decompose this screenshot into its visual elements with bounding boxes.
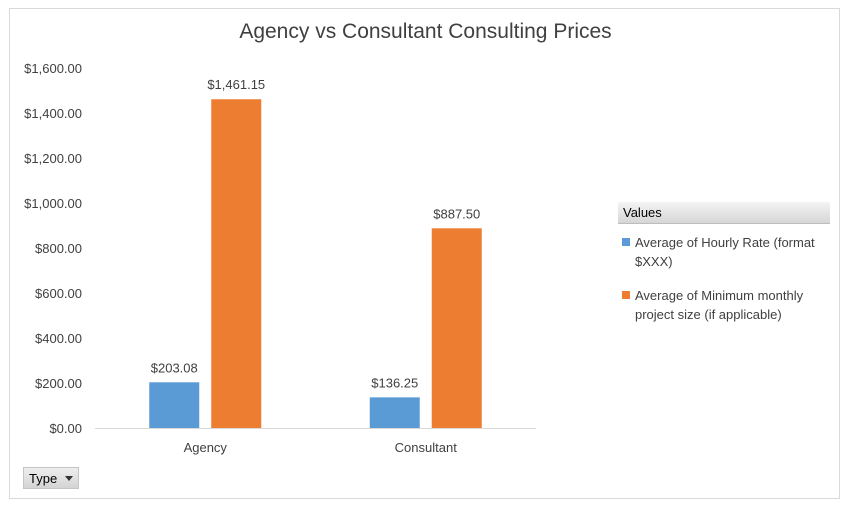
legend-swatch-hourly-rate	[622, 238, 630, 246]
y-tick-label: $0.00	[49, 421, 82, 436]
y-tick-label: $1,200.00	[24, 151, 82, 166]
x-tick-label: Consultant	[395, 440, 458, 455]
y-tick-label: $1,000.00	[24, 196, 82, 211]
y-tick-label: $400.00	[35, 331, 82, 346]
data-label: $887.50	[433, 206, 480, 221]
bar	[149, 382, 200, 428]
data-label: $136.25	[371, 375, 418, 390]
bar	[211, 99, 262, 429]
y-tick-label: $1,400.00	[24, 106, 82, 121]
legend-swatch-project-size	[622, 291, 630, 299]
legend-label-project-size: Average of Minimum monthly project size …	[635, 288, 804, 322]
bar	[369, 397, 420, 428]
data-label: $1,461.15	[207, 77, 265, 92]
type-filter-label: Type	[29, 471, 58, 486]
y-tick-label: $200.00	[35, 376, 82, 391]
y-tick-label: $1,600.00	[24, 61, 82, 76]
data-label: $203.08	[151, 360, 198, 375]
y-tick-label: $800.00	[35, 241, 82, 256]
x-tick-label: Agency	[184, 440, 228, 455]
legend-title[interactable]: Values	[618, 202, 830, 224]
chart-title: Agency vs Consultant Consulting Prices	[239, 20, 612, 43]
type-filter-button[interactable]: Type	[23, 467, 79, 489]
bar	[431, 228, 482, 428]
legend-label-hourly-rate: Average of Hourly Rate (format $XXX)	[635, 235, 815, 269]
chart-area	[9, 8, 840, 499]
y-tick-label: $600.00	[35, 286, 82, 301]
dropdown-arrow-icon	[65, 476, 73, 481]
